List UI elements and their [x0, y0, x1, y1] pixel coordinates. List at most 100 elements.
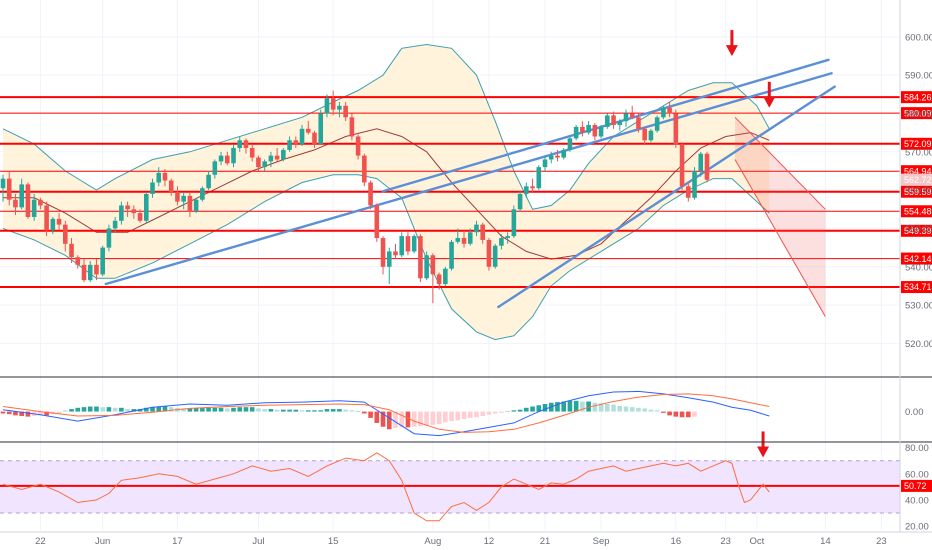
candle-body[interactable]	[87, 264, 93, 281]
candle-body[interactable]	[492, 245, 498, 267]
trendline-wedge-lower[interactable]	[497, 85, 836, 309]
candle-body[interactable]	[430, 255, 436, 275]
candle-body[interactable]	[324, 98, 330, 114]
candle-body[interactable]	[287, 140, 292, 150]
candle-body[interactable]	[548, 155, 554, 160]
down-arrow-head[interactable]	[763, 96, 776, 108]
level-price-label-bg[interactable]	[901, 91, 932, 104]
level-price-label-bg[interactable]	[901, 137, 932, 150]
candle-body[interactable]	[605, 115, 610, 127]
candle-body[interactable]	[517, 193, 523, 210]
candle-body[interactable]	[505, 236, 510, 239]
candle-body[interactable]	[25, 184, 31, 217]
candle-body[interactable]	[355, 136, 361, 156]
candle-body[interactable]	[393, 251, 398, 256]
down-arrow-head[interactable]	[725, 45, 738, 57]
trendline-drawings[interactable]	[104, 30, 836, 458]
candle-body[interactable]	[386, 251, 392, 267]
candle-body[interactable]	[411, 236, 417, 252]
candle-body[interactable]	[567, 138, 573, 150]
candle-body[interactable]	[474, 224, 479, 233]
candle-body[interactable]	[467, 232, 473, 244]
candle-body[interactable]	[312, 132, 317, 145]
candle-body[interactable]	[125, 205, 130, 210]
candle-body[interactable]	[349, 117, 355, 137]
level-price-label-bg[interactable]	[901, 224, 932, 237]
candle-body[interactable]	[38, 199, 43, 206]
candle-body[interactable]	[56, 218, 62, 225]
candle-body[interactable]	[343, 105, 348, 118]
candle-body[interactable]	[686, 186, 691, 198]
candle-body[interactable]	[31, 199, 37, 217]
candle-body[interactable]	[150, 182, 155, 194]
candle-body[interactable]	[50, 218, 56, 231]
candle-body[interactable]	[175, 192, 180, 202]
candle-body[interactable]	[580, 126, 585, 133]
candle-body[interactable]	[69, 243, 74, 258]
candle-body[interactable]	[642, 128, 647, 141]
candle-body[interactable]	[237, 140, 243, 148]
projection-channel-upper[interactable]	[734, 116, 826, 210]
candle-body[interactable]	[305, 128, 311, 133]
candle-body[interactable]	[131, 209, 137, 214]
macd-panel[interactable]	[0, 390, 770, 437]
candle-body[interactable]	[399, 236, 405, 256]
candle-body[interactable]	[94, 264, 99, 275]
level-price-label-bg[interactable]	[901, 252, 932, 265]
down-arrow-head[interactable]	[757, 446, 770, 458]
level-price-label-bg[interactable]	[901, 185, 932, 198]
candle-body[interactable]	[19, 184, 24, 208]
candle-body[interactable]	[268, 155, 274, 162]
candle-body[interactable]	[598, 126, 604, 137]
candle-body[interactable]	[374, 205, 380, 239]
candlestick-series[interactable]	[0, 90, 710, 304]
level-price-label-bg[interactable]	[901, 205, 932, 218]
candle-body[interactable]	[536, 167, 542, 189]
candle-body[interactable]	[679, 144, 685, 187]
candle-body[interactable]	[106, 228, 112, 248]
candle-body[interactable]	[75, 257, 81, 265]
candle-body[interactable]	[13, 199, 18, 208]
candle-body[interactable]	[143, 193, 149, 221]
candle-body[interactable]	[530, 186, 535, 189]
candle-body[interactable]	[100, 247, 105, 275]
candle-body[interactable]	[330, 98, 336, 110]
candle-body[interactable]	[212, 161, 218, 175]
candle-body[interactable]	[380, 238, 386, 267]
candle-body[interactable]	[368, 182, 373, 206]
candle-body[interactable]	[181, 195, 186, 202]
candle-body[interactable]	[617, 121, 623, 125]
candle-body[interactable]	[449, 241, 454, 269]
pane-separators[interactable]	[0, 0, 932, 532]
level-price-label-bg[interactable]	[901, 107, 932, 120]
candle-body[interactable]	[200, 188, 205, 200]
candle-body[interactable]	[499, 238, 504, 246]
level-price-label-bg[interactable]	[901, 281, 932, 294]
candle-body[interactable]	[561, 149, 566, 158]
candle-body[interactable]	[511, 209, 517, 237]
candle-body[interactable]	[698, 153, 704, 171]
candle-body[interactable]	[480, 224, 486, 240]
candle-body[interactable]	[337, 105, 342, 110]
candle-body[interactable]	[629, 113, 635, 118]
candle-body[interactable]	[524, 186, 529, 194]
candle-body[interactable]	[436, 274, 442, 285]
candle-body[interactable]	[6, 178, 12, 200]
projection-channel-lower[interactable]	[734, 159, 826, 317]
candle-body[interactable]	[137, 213, 143, 221]
candle-body[interactable]	[318, 113, 324, 145]
candle-body[interactable]	[661, 107, 666, 118]
candle-body[interactable]	[455, 238, 461, 242]
candle-body[interactable]	[262, 161, 267, 168]
trendline-support-rising[interactable]	[104, 72, 833, 286]
candle-body[interactable]	[542, 159, 548, 168]
candle-body[interactable]	[63, 224, 68, 244]
candle-body[interactable]	[586, 124, 591, 133]
candle-body[interactable]	[162, 172, 168, 181]
candle-body[interactable]	[218, 155, 224, 162]
candle-body[interactable]	[648, 130, 654, 141]
candle-body[interactable]	[112, 220, 118, 229]
candle-body[interactable]	[623, 113, 629, 122]
candle-body[interactable]	[81, 264, 87, 281]
